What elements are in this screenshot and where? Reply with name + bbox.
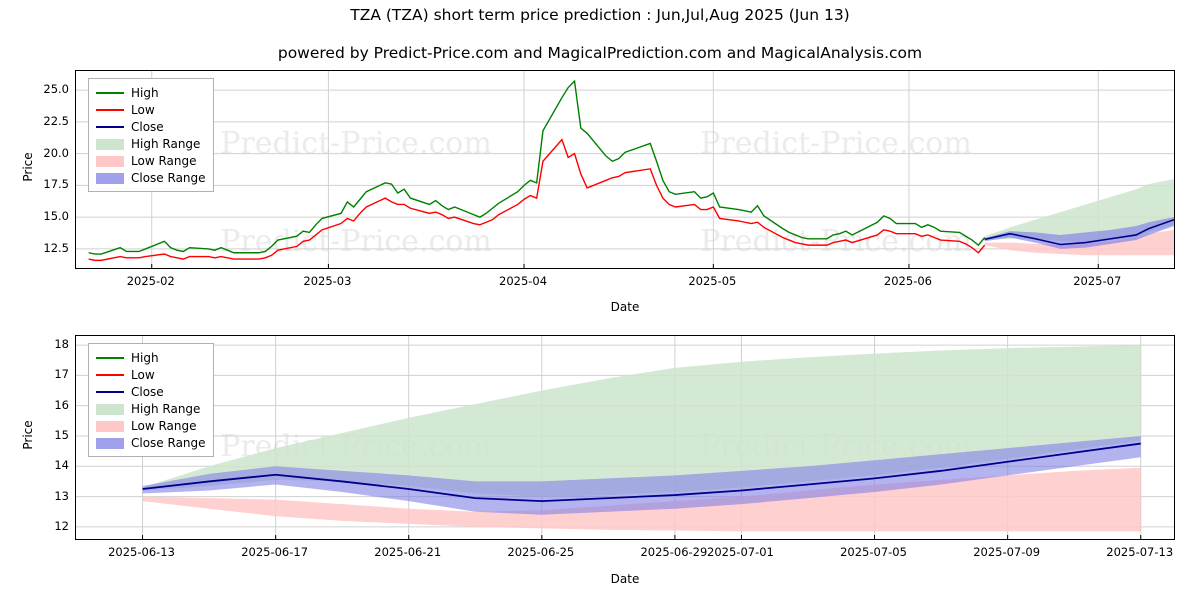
y-tick-label: 15.0: [43, 209, 69, 224]
series-line-close: [142, 442, 1141, 503]
lower-chart-legend: High Low Close High Range Low Range Close Ran…: [88, 343, 214, 457]
series-line-close: [984, 218, 1174, 246]
x-tick-label: 2025-07-09: [973, 545, 1041, 559]
y-tick-label: 22.5: [43, 113, 69, 128]
legend-label: High Range: [131, 401, 201, 416]
x-tick-label: 2025-07-05: [840, 545, 907, 559]
legend-item-high-range: High Range: [96, 135, 206, 152]
legend-swatch-icon: [96, 437, 124, 449]
legend-item-close-range: Close Range: [96, 434, 206, 451]
legend-label: Close: [131, 384, 164, 399]
x-tick-label: 2025-06-21: [374, 545, 442, 559]
legend-item-high: High: [96, 349, 206, 366]
legend-item-low-range: Low Range: [96, 417, 206, 434]
series-line-low: [88, 138, 986, 262]
legend-label: Low: [131, 102, 155, 117]
legend-item-low-range: Low Range: [96, 152, 206, 169]
legend-label: Close Range: [131, 170, 206, 185]
lower-x-axis-label: Date: [610, 572, 640, 586]
x-tick-label: 2025-03: [303, 274, 352, 288]
x-tick-label: 2025-06-25: [507, 545, 575, 559]
legend-label: Low Range: [131, 153, 197, 168]
x-tick-label: 2025-06-17: [241, 545, 309, 559]
legend-swatch-icon: [96, 403, 124, 415]
legend-item-close: Close: [96, 383, 206, 400]
high-range-band: [984, 179, 1174, 243]
y-tick-label: 15: [54, 427, 69, 442]
legend-item-close: Close: [96, 118, 206, 135]
legend-item-high: High: [96, 84, 206, 101]
close-range-band: [984, 217, 1174, 249]
legend-swatch-icon: [96, 352, 124, 364]
y-tick-label: 18: [54, 337, 69, 352]
x-tick-label: 2025-06: [883, 274, 932, 288]
legend-label: High Range: [131, 136, 201, 151]
upper-chart-canvas: Predict-Price.com Predict-Price.com Predic…: [76, 71, 1174, 268]
y-tick-label: 17: [54, 367, 69, 382]
legend-swatch-icon: [96, 172, 124, 184]
x-tick-label: 2025-04: [499, 274, 548, 288]
y-tick-label: 13: [54, 488, 69, 503]
legend-label: Low Range: [131, 418, 197, 433]
y-tick-label: 25.0: [43, 82, 69, 97]
legend-label: Low: [131, 367, 155, 382]
y-tick-label: 12.5: [43, 240, 69, 255]
x-tick-label: 2025-05: [688, 274, 737, 288]
y-tick-label: 20.0: [43, 145, 69, 160]
x-tick-label: 2025-07-01: [707, 545, 774, 559]
watermark-text: Predict-Price.com: [220, 224, 492, 259]
legend-swatch-icon: [96, 155, 124, 167]
watermark-text: Predict-Price.com: [220, 126, 492, 161]
page-title: TZA (TZA) short term price prediction : …: [350, 6, 850, 24]
legend-item-low: Low: [96, 101, 206, 118]
x-tick-label: 2025-07-13: [1106, 545, 1174, 559]
y-tick-label: 12: [54, 518, 69, 533]
x-tick-label: 2025-02: [126, 274, 175, 288]
upper-chart-legend: High Low Close High Range Low Range Close Ran…: [88, 78, 214, 192]
legend-swatch-icon: [96, 121, 124, 133]
series-line-high: [88, 79, 986, 255]
y-tick-label: 14: [54, 458, 69, 473]
legend-swatch-icon: [96, 369, 124, 381]
legend-swatch-icon: [96, 138, 124, 150]
legend-swatch-icon: [96, 386, 124, 398]
legend-label: Close Range: [131, 435, 206, 450]
low-range-band: [984, 229, 1174, 256]
x-tick-label: 2025-07: [1073, 274, 1122, 288]
upper-x-axis-label: Date: [610, 300, 640, 314]
legend-swatch-icon: [96, 87, 124, 99]
legend-label: Close: [131, 119, 164, 134]
legend-item-low: Low: [96, 366, 206, 383]
legend-item-high-range: High Range: [96, 400, 206, 417]
upper-price-chart: Predict-Price.com Predict-Price.com Predic…: [75, 70, 1175, 269]
legend-label: High: [131, 350, 159, 365]
x-tick-label: 2025-06-29: [640, 545, 708, 559]
close-range-band: [142, 435, 1141, 515]
y-tick-label: 17.5: [43, 177, 69, 192]
watermark-text: Predict-Price.com: [700, 126, 972, 161]
y-tick-label: 16: [54, 397, 69, 412]
page-subtitle: powered by Predict-Price.com and Magical…: [277, 44, 923, 62]
legend-swatch-icon: [96, 104, 124, 116]
x-tick-label: 2025-06-13: [108, 545, 175, 559]
legend-item-close-range: Close Range: [96, 169, 206, 186]
legend-label: High: [131, 85, 159, 100]
legend-swatch-icon: [96, 420, 124, 432]
